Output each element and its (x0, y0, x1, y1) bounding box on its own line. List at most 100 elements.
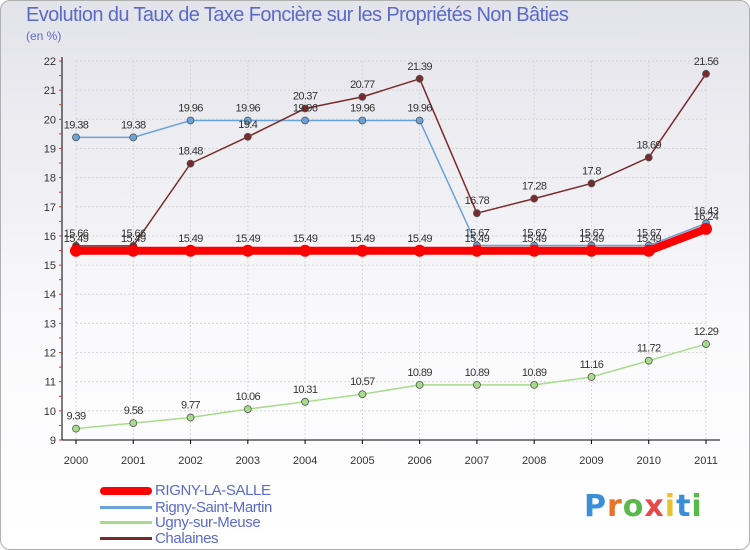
x-tick-label-2005: 2005 (350, 455, 374, 467)
y-tick-label-11: 11 (45, 377, 56, 389)
data-label-rigny-la-salle-2004: 15.49 (293, 233, 318, 245)
data-label-chalaines-2008: 17.28 (522, 181, 547, 193)
data-point-chalaines-2006 (415, 74, 424, 83)
data-label-chalaines-2000: 15.66 (64, 228, 89, 240)
data-point-chalaines-2004 (301, 104, 309, 113)
y-tick-label-15: 15 (44, 260, 56, 272)
data-point-rigny-la-salle-2006 (413, 244, 426, 257)
data-point-rigny-saint-martin-2006 (415, 116, 424, 125)
data-point-ugny-sur-meuse-2001 (129, 419, 138, 427)
data-point-rigny-saint-martin-2000 (72, 133, 80, 142)
y-tick-label-18: 18 (44, 173, 56, 185)
data-label-rigny-saint-martin-2001: 19.38 (121, 119, 146, 131)
legend-swatch-ugny-sur-meuse (100, 521, 152, 524)
data-point-chalaines-2009 (587, 179, 596, 188)
logo-letter: o (622, 489, 645, 524)
data-point-chalaines-2010 (644, 153, 653, 162)
y-tick-label-10: 10 (44, 406, 56, 418)
data-label-rigny-saint-martin-2000: 19.38 (64, 119, 89, 131)
data-point-rigny-saint-martin-2001 (129, 133, 138, 142)
data-label-chalaines-2001: 15.66 (121, 228, 146, 240)
logo-letter: P (584, 489, 607, 524)
data-point-rigny-la-salle-2009 (585, 244, 598, 257)
y-tick-label-19: 19 (44, 143, 56, 155)
data-label-ugny-sur-meuse-2008: 10.89 (522, 367, 547, 379)
data-point-rigny-la-salle-2002 (184, 244, 197, 257)
series-line-rigny-la-salle (72, 224, 710, 255)
data-label-chalaines-2007: 16.78 (465, 195, 490, 207)
data-point-rigny-la-salle-2000 (70, 244, 82, 257)
data-point-rigny-la-salle-2005 (356, 244, 369, 257)
data-label-rigny-saint-martin-2009: 15.67 (579, 228, 604, 240)
data-label-chalaines-2005: 20.77 (350, 79, 375, 91)
data-label-ugny-sur-meuse-2005: 10.57 (350, 376, 375, 388)
y-tick-label-12: 12 (44, 348, 56, 360)
y-tick-label-16: 16 (44, 231, 56, 243)
y-axis-unit-label: (en %) (26, 29, 62, 43)
data-point-chalaines-2007 (473, 209, 481, 218)
data-label-chalaines-2004: 20.37 (293, 91, 318, 103)
data-label-rigny-la-salle-2009: 15.49 (579, 233, 604, 245)
data-point-rigny-la-salle-2007 (470, 244, 483, 257)
data-label-rigny-saint-martin-2007: 15.67 (465, 228, 490, 240)
data-point-rigny-la-salle-2001 (127, 244, 140, 257)
data-label-chalaines-2010: 18.69 (636, 139, 661, 151)
legend-swatch-rigny-la-salle (100, 487, 152, 495)
data-point-ugny-sur-meuse-2002 (186, 413, 195, 422)
data-label-rigny-la-salle-2007: 15.49 (465, 233, 490, 245)
data-label-rigny-saint-martin-2010: 15.67 (636, 228, 661, 240)
y-tick-label-22: 22 (44, 56, 56, 68)
data-point-chalaines-2011 (702, 69, 710, 78)
data-point-chalaines-2003 (243, 132, 252, 141)
y-tick-label-13: 13 (44, 318, 56, 330)
data-label-rigny-la-salle-2006: 15.49 (407, 233, 432, 245)
x-tick-label-2004: 2004 (293, 455, 317, 467)
data-label-ugny-sur-meuse-2000: 9.39 (66, 411, 85, 423)
data-label-rigny-la-salle-2000: 15.49 (64, 233, 89, 245)
x-tick-label-2011: 2011 (694, 455, 718, 467)
data-label-rigny-la-salle-2010: 15.49 (636, 233, 661, 245)
data-label-ugny-sur-meuse-2011: 12.29 (694, 326, 719, 338)
logo-letter: t (676, 489, 692, 524)
data-label-ugny-sur-meuse-2009: 11.16 (580, 359, 604, 371)
data-label-rigny-la-salle-2008: 15.49 (522, 233, 547, 245)
data-label-rigny-la-salle-2002: 15.49 (178, 233, 203, 245)
x-tick-label-2010: 2010 (636, 455, 660, 467)
data-point-ugny-sur-meuse-2009 (587, 373, 596, 381)
data-point-ugny-sur-meuse-2011 (702, 340, 710, 348)
data-label-ugny-sur-meuse-2004: 10.31 (293, 384, 318, 396)
x-tick-label-2009: 2009 (579, 455, 603, 467)
logo-letter: i (664, 489, 677, 524)
x-tick-label-2008: 2008 (522, 455, 546, 467)
data-label-rigny-saint-martin-2003: 19.96 (236, 102, 261, 114)
legend-swatch-rigny-saint-martin (100, 506, 152, 509)
x-tick-label-2001: 2001 (121, 455, 145, 467)
data-label-ugny-sur-meuse-2006: 10.89 (407, 367, 432, 379)
series-line-chalaines (75, 73, 707, 247)
data-label-chalaines-2006: 21.39 (407, 61, 432, 73)
logo-letter: r (607, 489, 623, 524)
y-tick-label-9: 9 (50, 435, 56, 447)
chart-title: Evolution du Taux de Taxe Foncière sur l… (26, 4, 569, 26)
data-point-ugny-sur-meuse-2006 (415, 380, 424, 389)
data-label-rigny-saint-martin-2005: 19.96 (350, 102, 375, 114)
proxiti-logo: Proxiti (584, 489, 703, 524)
data-point-ugny-sur-meuse-2003 (243, 405, 252, 413)
data-point-chalaines-2002 (186, 159, 195, 168)
data-label-rigny-la-salle-2005: 15.49 (350, 233, 375, 245)
x-tick-label-2007: 2007 (465, 455, 489, 467)
data-label-rigny-saint-martin-2004: 19.96 (293, 102, 318, 114)
data-label-rigny-saint-martin-2011: 16.43 (694, 205, 719, 217)
data-label-rigny-la-salle-2001: 15.49 (121, 233, 146, 245)
legend-label-rigny-saint-martin: Rigny-Saint-Martin (155, 499, 273, 516)
data-point-rigny-la-salle-2011 (700, 222, 712, 235)
legend-swatch-chalaines (100, 537, 152, 540)
data-label-rigny-saint-martin-2008: 15.67 (522, 228, 547, 240)
data-label-chalaines-2011: 21.56 (694, 56, 719, 68)
x-tick-label-2006: 2006 (407, 455, 431, 467)
data-label-ugny-sur-meuse-2002: 9.77 (181, 400, 200, 412)
data-point-rigny-saint-martin-2005 (358, 116, 367, 125)
data-label-ugny-sur-meuse-2003: 10.06 (236, 391, 261, 403)
legend-label-ugny-sur-meuse: Ugny-sur-Meuse (155, 514, 261, 531)
